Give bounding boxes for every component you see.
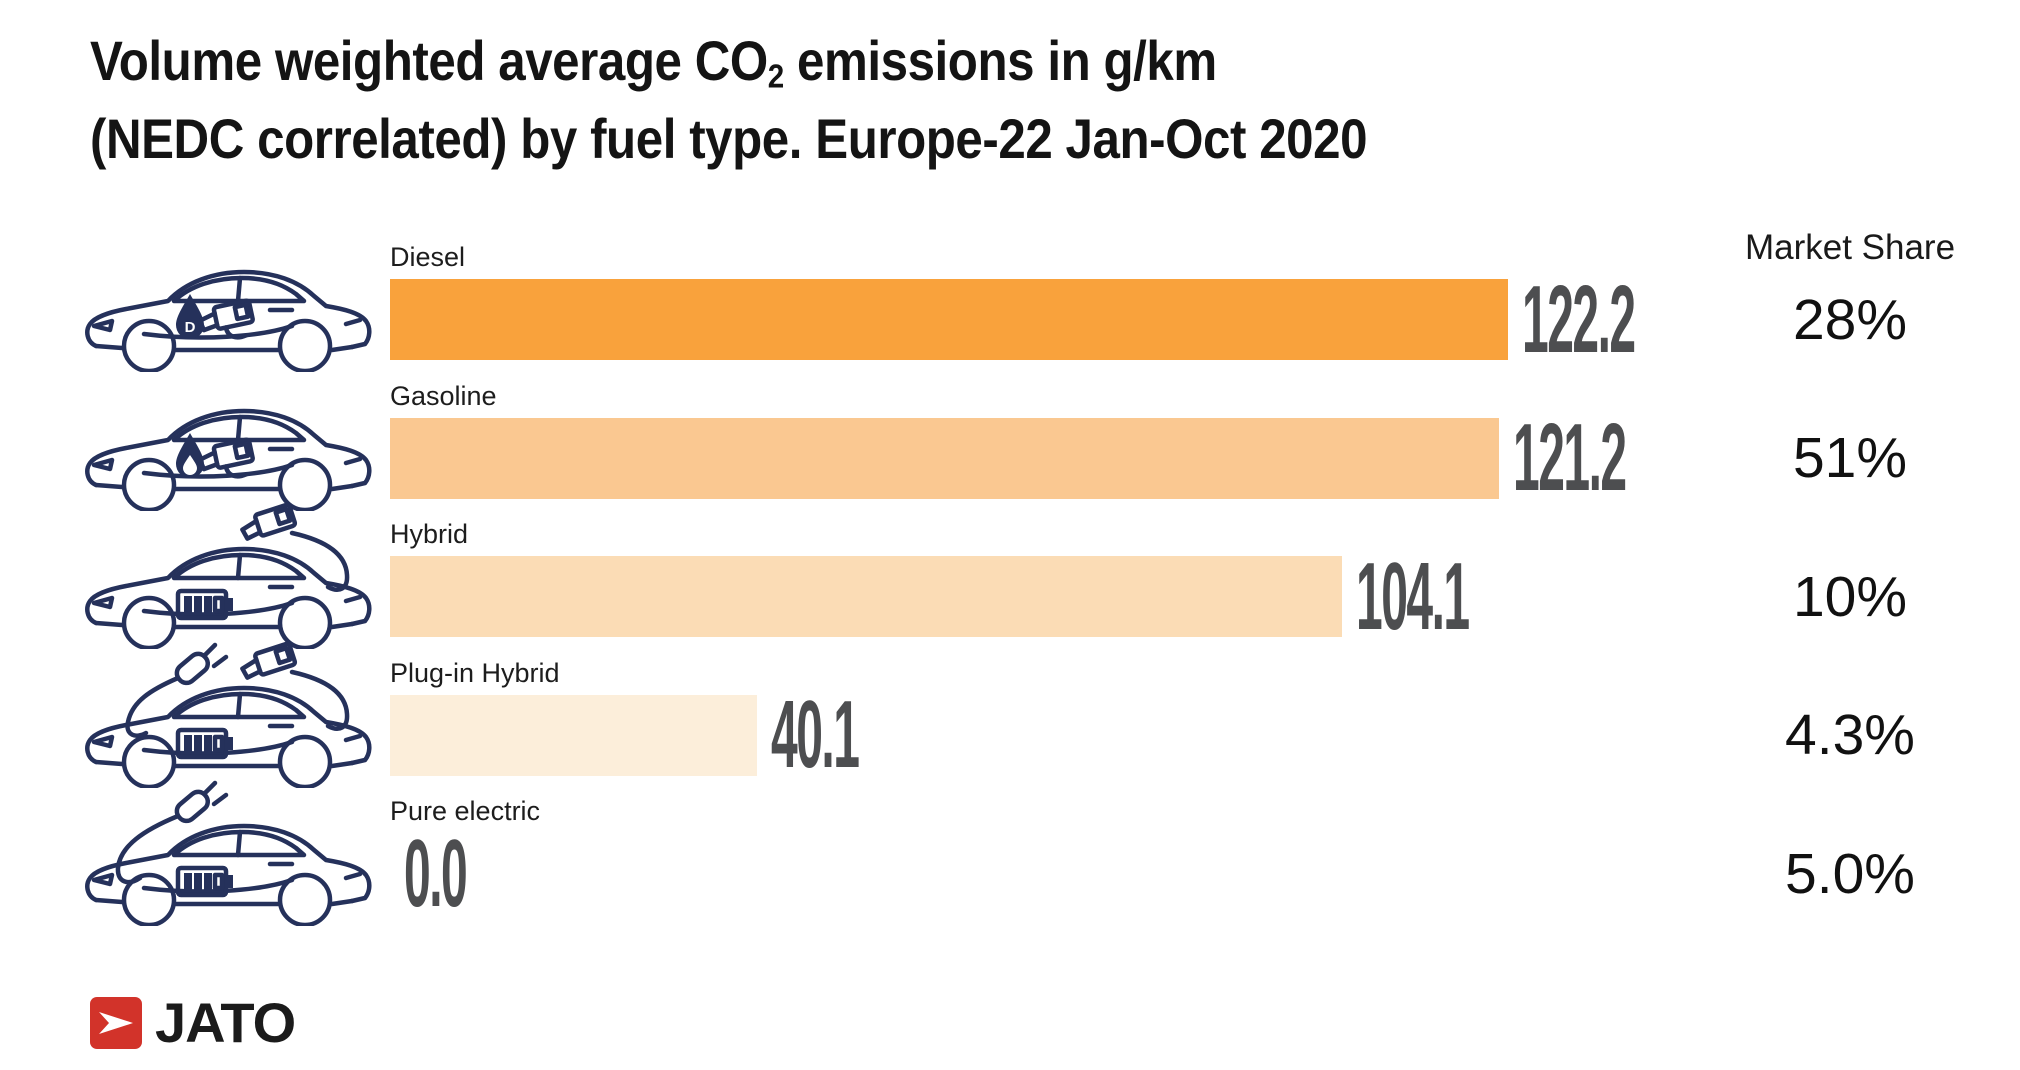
hybrid-car-icon xyxy=(80,499,380,649)
emission-bar xyxy=(390,417,1499,499)
chart-row-hybrid: Hybrid 104.1 10% xyxy=(0,499,2020,650)
jato-logo: JATO xyxy=(90,990,296,1055)
svg-text:D: D xyxy=(185,319,196,336)
emission-bar xyxy=(390,694,757,776)
pure-electric-car-icon xyxy=(80,776,380,926)
emission-value-label: 122.2 xyxy=(1522,265,1636,373)
chart-title-line1: Volume weighted average CO2 emissions in… xyxy=(90,29,1217,96)
fuel-type-label: Gasoline xyxy=(390,380,497,411)
co2-subscript: 2 xyxy=(767,58,784,96)
emission-bar xyxy=(390,556,1342,637)
market-share-value: 5.0% xyxy=(1785,841,1915,906)
fuel-type-label: Hybrid xyxy=(390,519,469,549)
chart-row-plug-in-hybrid: Plug-in Hybrid 40.1 4.3% xyxy=(0,638,2020,788)
emission-value-label: 0.0 xyxy=(404,819,468,927)
chart-row-pure-electric: Pure electric 0.0 5.0% xyxy=(0,776,2020,927)
gasoline-car-icon xyxy=(80,361,380,511)
chart-title: Volume weighted average CO2 emissions in… xyxy=(90,30,1367,170)
jato-arrow-icon xyxy=(90,996,142,1049)
market-share-value: 28% xyxy=(1792,287,1908,352)
chart-row-diesel: D Diesel 122.2 28% xyxy=(0,222,2020,373)
market-share-value: 10% xyxy=(1792,564,1908,629)
emission-value-label: 104.1 xyxy=(1356,542,1470,650)
chart-title-line2: (NEDC correlated) by fuel type. Europe-2… xyxy=(90,107,1368,171)
market-share-header: Market Share xyxy=(1744,228,1956,267)
fuel-type-label: Pure electric xyxy=(390,796,541,826)
fuel-type-label: Plug-in Hybrid xyxy=(390,657,560,688)
chart-row-gasoline: Gasoline 121.2 51% xyxy=(0,361,2020,511)
market-share-value: 51% xyxy=(1792,426,1908,490)
plug-in-hybrid-car-icon xyxy=(80,638,380,788)
market-share-value: 4.3% xyxy=(1785,703,1915,767)
emission-value-label: 121.2 xyxy=(1513,404,1627,511)
diesel-car-icon: D xyxy=(80,222,380,372)
emission-bar xyxy=(390,279,1508,360)
fuel-type-label: Diesel xyxy=(390,242,466,272)
emission-value-label: 40.1 xyxy=(771,681,860,788)
jato-logo-text: JATO xyxy=(155,991,296,1054)
